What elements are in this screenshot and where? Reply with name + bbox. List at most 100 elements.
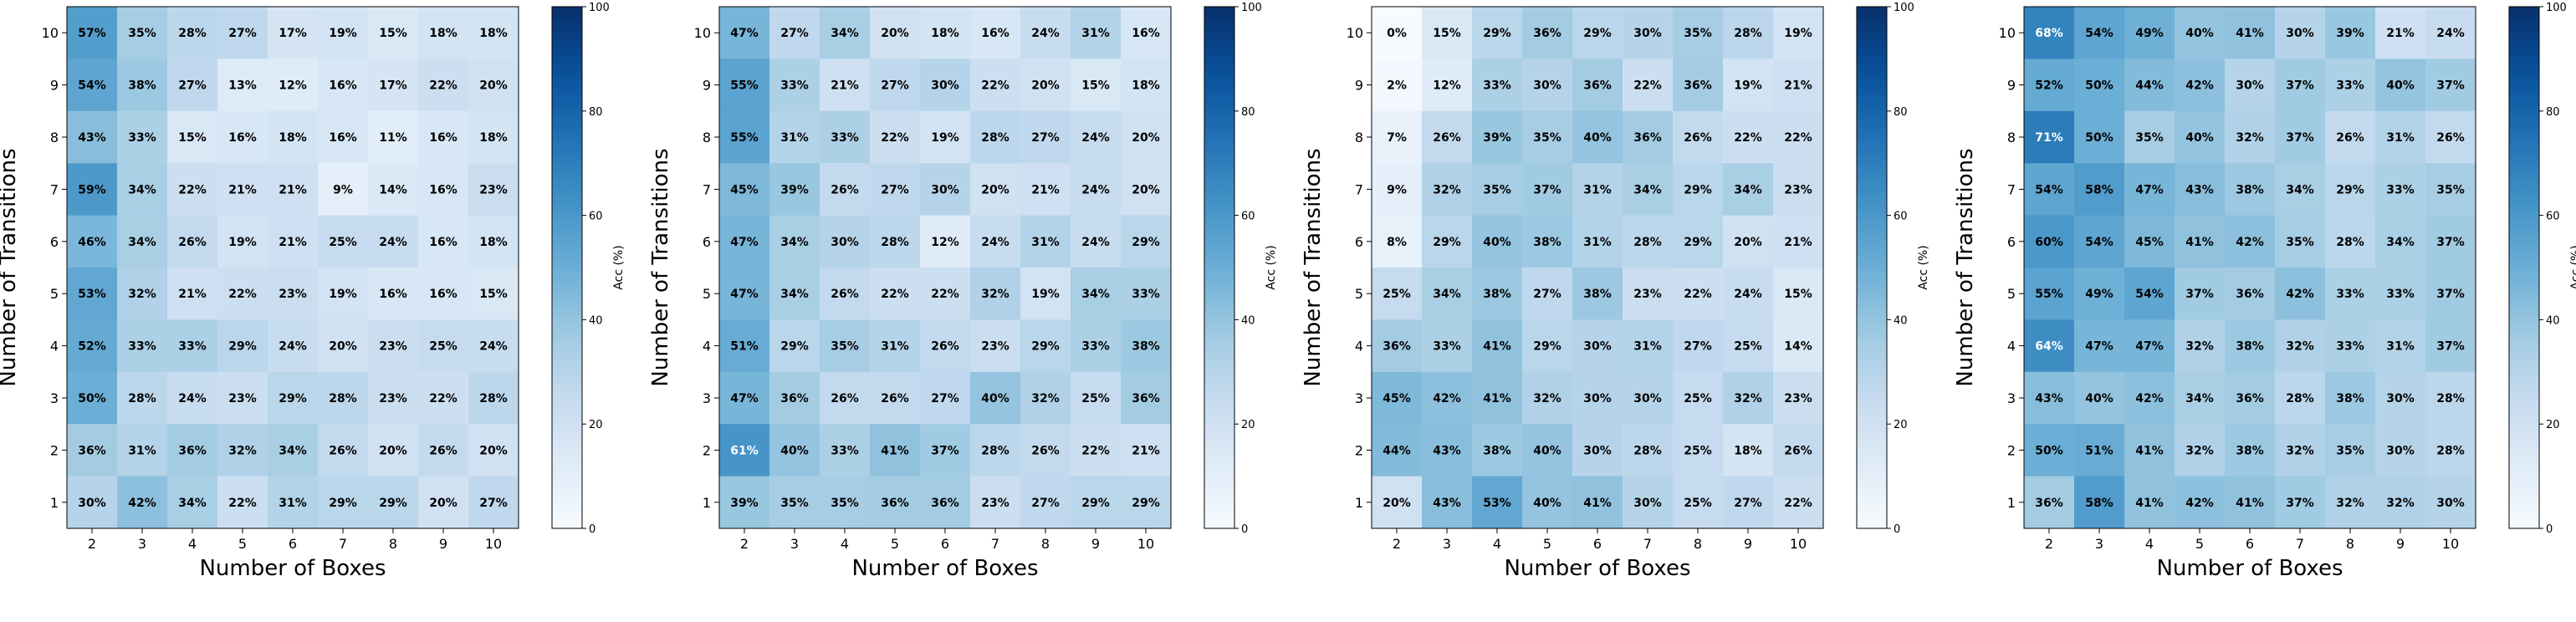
colorbar-label: Acc (%)	[612, 245, 626, 289]
heatmap-cell	[2275, 110, 2326, 164]
colorbar-tick-label: 80	[589, 106, 603, 119]
cell-value-label: 37%	[2436, 288, 2465, 301]
y-tick-label: 7	[703, 181, 711, 197]
heatmap-cell	[1372, 7, 1423, 59]
cell-value-label: 26%	[831, 288, 859, 301]
cell-value-label: 21%	[279, 183, 307, 196]
cell-value-label: 18%	[479, 236, 508, 249]
heatmap-cell	[368, 371, 419, 425]
heatmap-cell	[2225, 476, 2276, 529]
cell-value-label: 38%	[1533, 236, 1561, 249]
x-tick-label: 7	[1643, 536, 1652, 552]
heatmap-cell	[1020, 319, 1071, 373]
heatmap-cell	[2275, 268, 2326, 320]
heatmap-cell	[318, 215, 369, 268]
heatmap-cell	[719, 110, 770, 164]
heatmap-cell	[1422, 110, 1473, 164]
cell-value-label: 47%	[730, 236, 759, 249]
heatmap-cell	[1773, 59, 1824, 112]
cell-value-label: 71%	[2035, 131, 2063, 145]
heatmap-cell	[468, 476, 519, 529]
cell-value-label: 33%	[2386, 288, 2415, 301]
heatmap-cell	[2175, 476, 2226, 529]
cell-value-label: 37%	[931, 444, 959, 457]
cell-value-label: 54%	[2135, 288, 2164, 301]
cell-value-label: 37%	[2436, 236, 2465, 249]
cell-value-label: 20%	[981, 183, 1009, 196]
colorbar-tick-label: 100	[2546, 2, 2567, 14]
heatmap-cell	[2074, 7, 2125, 59]
cell-value-label: 38%	[1483, 288, 1511, 301]
cell-value-label: 14%	[379, 183, 407, 196]
heatmap-cell	[167, 59, 218, 112]
cell-value-label: 55%	[730, 79, 759, 93]
heatmap-cell	[2275, 476, 2326, 529]
cell-value-label: 19%	[329, 27, 357, 40]
cell-value-label: 15%	[1081, 79, 1110, 93]
heatmap-cell	[2375, 215, 2426, 268]
y-tick-label: 9	[703, 78, 711, 94]
heatmap-cell	[820, 59, 871, 112]
y-tick-label: 1	[703, 495, 711, 511]
heatmap-cell	[1071, 215, 1122, 268]
x-tick-label: 8	[1041, 536, 1050, 552]
cell-value-label: 52%	[78, 340, 106, 354]
heatmap-cell	[1522, 424, 1573, 477]
cell-value-label: 40%	[780, 444, 809, 457]
cell-value-label: 30%	[1533, 79, 1561, 93]
heatmap-cell	[1372, 476, 1423, 529]
heatmap-cell	[719, 215, 770, 268]
cell-value-label: 21%	[831, 79, 859, 93]
heatmap-cell	[468, 163, 519, 217]
heatmap-cell	[67, 319, 118, 373]
heatmap-cell	[2275, 371, 2326, 425]
cell-value-label: 33%	[128, 131, 156, 145]
heatmap-cell	[1773, 268, 1824, 320]
heatmap-cell	[2124, 424, 2175, 477]
y-tick-label: 3	[1355, 390, 1363, 406]
heatmap-cell	[1472, 163, 1523, 217]
cell-value-label: 34%	[279, 444, 307, 457]
heatmap-cell	[217, 110, 268, 164]
cell-value-label: 28%	[178, 27, 207, 40]
cell-value-label: 27%	[479, 497, 508, 510]
cell-value-label: 28%	[128, 392, 156, 405]
cell-value-label: 12%	[1433, 79, 1461, 93]
y-tick-label: 1	[50, 495, 59, 511]
x-tick-label: 7	[991, 536, 999, 552]
cell-value-label: 36%	[2035, 497, 2063, 510]
y-tick-label: 8	[2007, 130, 2016, 145]
heatmap-cell	[2275, 163, 2326, 217]
cell-value-label: 23%	[228, 392, 257, 405]
heatmap-cell	[67, 268, 118, 320]
heatmap-cell	[2375, 7, 2426, 59]
y-axis-label: Number of Transitions	[648, 148, 673, 386]
heatmap-cell	[970, 268, 1021, 320]
heatmap-cell	[2225, 319, 2276, 373]
colorbar-tick-label: 20	[1894, 419, 1908, 431]
cell-value-label: 26%	[178, 236, 207, 249]
heatmap-cell	[268, 59, 319, 112]
cell-value-label: 22%	[1734, 131, 1762, 145]
cell-value-label: 25%	[329, 236, 357, 249]
x-tick-label: 10	[485, 536, 502, 552]
cell-value-label: 49%	[2135, 27, 2164, 40]
cell-value-label: 27%	[1031, 131, 1060, 145]
cell-value-label: 38%	[2236, 340, 2264, 354]
y-tick-label: 2	[703, 442, 711, 458]
cell-value-label: 32%	[2336, 497, 2364, 510]
cell-value-label: 30%	[2236, 79, 2264, 93]
heatmap-cell	[217, 371, 268, 425]
cell-value-label: 29%	[1533, 340, 1561, 354]
cell-value-label: 29%	[1132, 236, 1160, 249]
heatmap-cell	[2225, 110, 2276, 164]
heatmap-cell	[2325, 424, 2376, 477]
cell-value-label: 24%	[1031, 27, 1060, 40]
cell-value-label: 37%	[2286, 131, 2314, 145]
cell-value-label: 26%	[1433, 131, 1461, 145]
cell-value-label: 32%	[1031, 392, 1060, 405]
heatmap-cell	[2225, 424, 2276, 477]
cell-value-label: 24%	[379, 236, 407, 249]
cell-value-label: 30%	[78, 497, 106, 510]
heatmap-cell	[1773, 319, 1824, 373]
